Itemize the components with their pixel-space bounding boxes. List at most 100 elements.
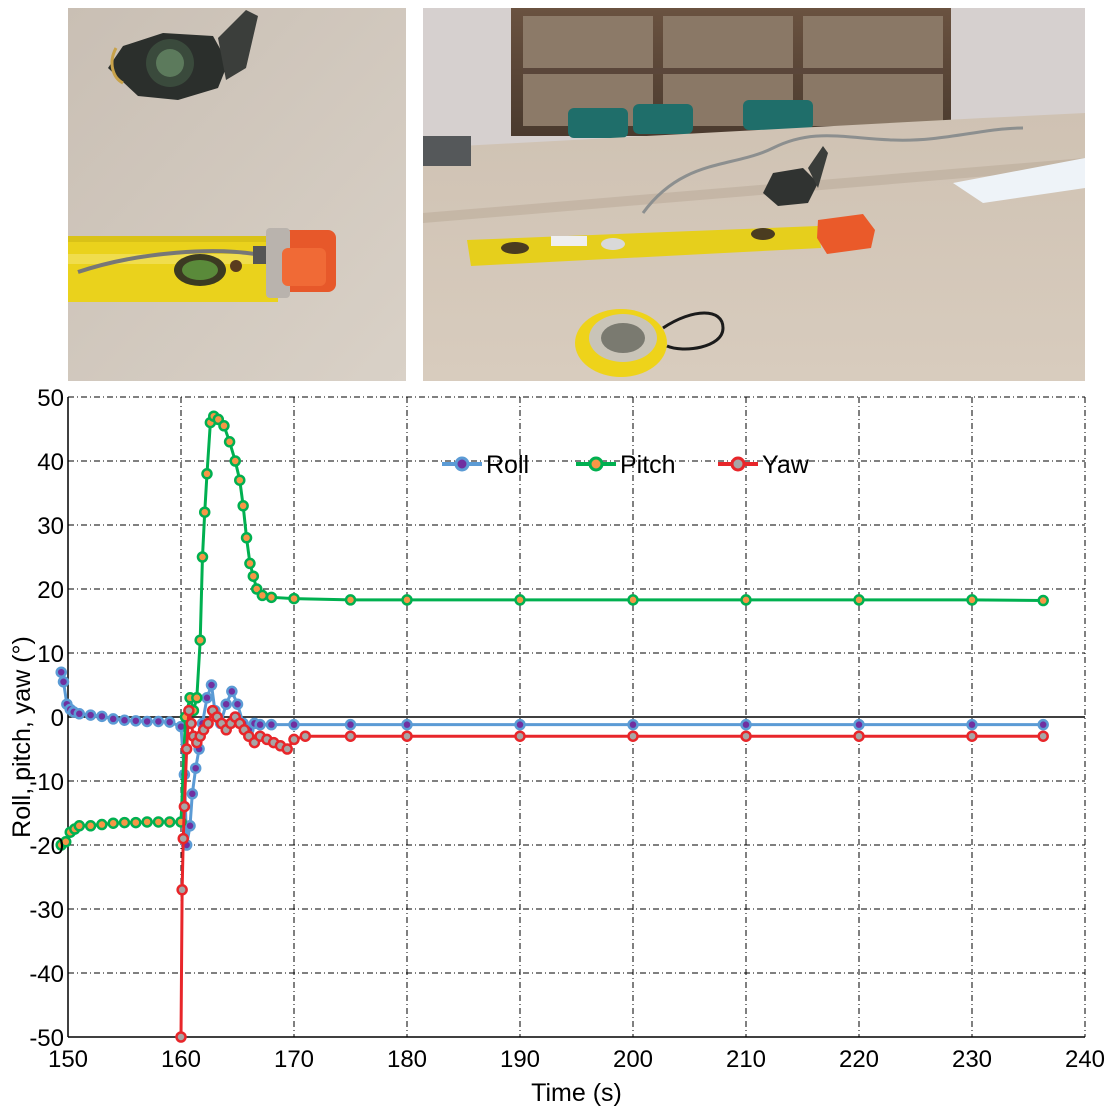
data-point-yaw	[627, 730, 639, 742]
data-point-roll	[966, 718, 978, 731]
data-point-yaw	[401, 730, 413, 742]
tick-labels: 150 160 170 180 190 200 210 220 230 240-50-40-30-…	[29, 385, 1105, 1073]
x-tick-label: 210	[726, 1046, 766, 1073]
data-point-roll	[220, 698, 232, 710]
data-point-roll	[254, 718, 266, 731]
y-tick-label: 20	[37, 577, 64, 604]
data-point-roll	[205, 679, 218, 691]
data-point-roll	[265, 718, 278, 731]
data-point-pitch	[265, 591, 278, 604]
y-tick-label: 40	[37, 449, 64, 476]
x-tick-label: 180	[387, 1046, 427, 1073]
y-tick-label: 0	[51, 705, 64, 732]
data-point-pitch	[96, 818, 108, 831]
y-tick-label: -30	[29, 897, 64, 924]
data-point-yaw	[177, 832, 190, 845]
data-point-roll	[288, 718, 300, 731]
data-point-pitch	[84, 820, 97, 832]
data-point-roll	[96, 710, 108, 723]
chart-legend: Roll Pitch Yaw	[442, 451, 810, 479]
data-point-yaw	[740, 730, 752, 742]
series-line-yaw	[179, 707, 1044, 1038]
data-point-pitch	[218, 420, 230, 432]
clinometer-icon	[575, 309, 725, 377]
data-point-pitch	[196, 551, 209, 563]
y-tick-label: -20	[29, 833, 64, 860]
data-point-yaw	[185, 717, 197, 730]
data-point-pitch	[201, 468, 213, 480]
data-point-roll	[184, 820, 196, 832]
data-point-pitch	[73, 820, 86, 832]
data-point-roll	[853, 718, 865, 731]
data-point-pitch	[229, 455, 241, 467]
data-point-pitch	[194, 634, 206, 646]
data-point-roll	[201, 692, 213, 704]
data-point-roll	[118, 714, 131, 726]
x-tick-label: 220	[839, 1046, 879, 1073]
y-tick-label: -10	[29, 769, 64, 796]
legend-label: Roll	[486, 451, 529, 479]
data-point-roll	[740, 718, 752, 731]
data-point-pitch	[237, 500, 249, 512]
table-scene-photo-illustration	[423, 8, 1085, 381]
y-tick-label: -50	[29, 1025, 64, 1052]
y-axis-title: Roll, pitch, yaw (°)	[8, 636, 36, 838]
data-point-roll	[1037, 718, 1049, 731]
data-point-pitch	[191, 692, 203, 704]
x-tick-label: 190	[500, 1046, 540, 1073]
data-point-roll	[186, 788, 199, 800]
legend-swatch-marker	[588, 456, 604, 472]
data-point-roll	[514, 718, 526, 731]
data-point-pitch	[240, 532, 253, 544]
data-point-roll	[344, 718, 357, 731]
data-point-pitch	[247, 570, 260, 582]
data-point-yaw	[281, 743, 293, 755]
data-point-yaw	[966, 730, 978, 742]
data-point-pitch	[141, 816, 153, 828]
data-point-roll	[130, 715, 142, 727]
data-point-pitch	[223, 436, 236, 448]
data-point-roll	[55, 666, 67, 678]
data-point-yaw	[344, 730, 357, 742]
chart-series	[55, 410, 1049, 1043]
data-point-roll	[141, 715, 153, 728]
data-point-roll	[152, 715, 165, 728]
legend-swatch-marker	[454, 456, 470, 472]
legend-item-yaw: Yaw	[718, 451, 810, 479]
data-point-pitch	[234, 474, 246, 486]
data-point-roll	[84, 709, 97, 721]
legend-swatch-marker	[730, 456, 746, 472]
y-tick-label: 30	[37, 513, 64, 540]
data-point-roll	[627, 718, 639, 731]
x-tick-label: 170	[274, 1046, 314, 1073]
sensor-icon	[266, 228, 336, 298]
data-point-roll	[189, 762, 202, 774]
legend-label: Pitch	[620, 451, 676, 479]
data-point-pitch	[966, 594, 978, 606]
spirit-level-icon	[68, 236, 283, 302]
data-point-pitch	[118, 816, 131, 829]
data-point-roll	[226, 685, 238, 698]
spirit-level-icon-right	[467, 226, 821, 266]
x-axis-title: Time (s)	[531, 1079, 622, 1107]
data-point-yaw	[288, 733, 300, 746]
data-point-pitch	[288, 592, 300, 605]
legend-item-roll: Roll	[442, 451, 529, 479]
legend-item-pitch: Pitch	[576, 451, 676, 479]
data-point-pitch	[514, 594, 526, 606]
y-tick-label: 10	[37, 641, 64, 668]
data-point-pitch	[163, 816, 176, 828]
data-point-yaw	[853, 730, 865, 742]
data-point-yaw	[202, 717, 214, 730]
data-point-pitch	[198, 506, 211, 518]
data-point-yaw	[175, 1031, 187, 1043]
compass-icon	[108, 10, 258, 100]
compass-icon-right	[763, 146, 828, 206]
data-point-pitch	[344, 594, 357, 606]
compass-level-photo-illustration	[68, 8, 406, 381]
data-point-pitch	[59, 836, 72, 848]
series-roll	[55, 666, 1049, 851]
data-point-pitch	[740, 594, 752, 606]
data-point-roll	[57, 676, 70, 688]
data-point-yaw	[299, 730, 312, 742]
